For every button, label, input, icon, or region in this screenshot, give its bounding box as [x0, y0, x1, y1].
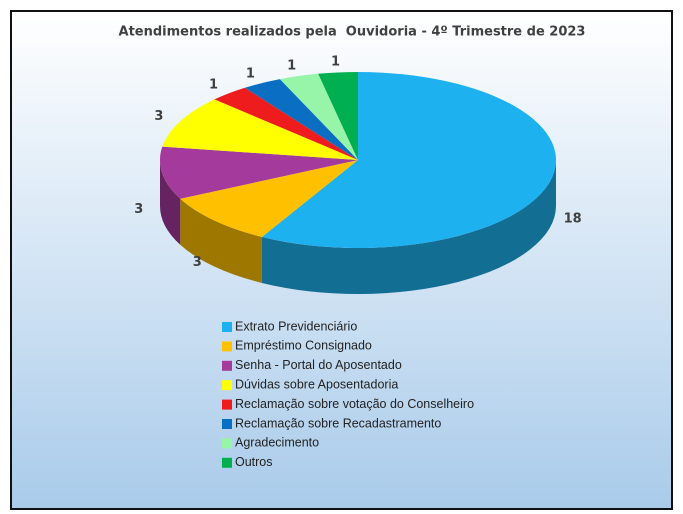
legend-label: Reclamação sobre Recadastramento	[235, 416, 441, 430]
legend-label: Outros	[235, 455, 273, 469]
data-label: 1	[209, 78, 218, 93]
pie-side	[261, 160, 556, 294]
legend-swatch	[222, 457, 232, 468]
legend-swatch	[222, 341, 232, 352]
pie-slice	[180, 160, 358, 237]
legend-swatch	[222, 360, 232, 371]
pie-slice	[159, 146, 358, 199]
legend-swatch	[222, 438, 232, 449]
data-label: 1	[246, 66, 255, 81]
pie-slice	[318, 72, 358, 160]
data-label: 3	[193, 255, 202, 270]
pie-slice	[214, 87, 358, 160]
legend-swatch	[222, 322, 232, 332]
data-label: 1	[331, 54, 340, 69]
pie-slice	[261, 72, 556, 249]
pie-side	[160, 160, 181, 245]
legend-label: Dúvidas sobre Aposentadoria	[235, 377, 398, 391]
legend-swatch	[222, 399, 232, 410]
legend-label: Extrato Previdenciário	[235, 319, 357, 333]
data-label: 18	[564, 212, 582, 227]
legend-label: Agradecimento	[235, 436, 319, 450]
legend-swatch	[222, 419, 232, 429]
legend-label: Reclamação sobre votação do Conselheiro	[235, 397, 474, 411]
pie-slice	[162, 99, 358, 160]
legend-label: Senha - Portal do Aposentado	[235, 358, 402, 372]
legend-swatch	[222, 380, 232, 391]
data-label: 1	[287, 58, 296, 73]
pie-slice	[279, 73, 358, 160]
data-label: 3	[154, 109, 163, 124]
pie-slice	[244, 79, 358, 160]
pie-side	[180, 198, 262, 283]
chart-title: Atendimentos realizados pela Ouvidoria -…	[119, 25, 586, 40]
data-label: 3	[134, 202, 143, 217]
legend-label: Empréstimo Consignado	[235, 339, 372, 353]
